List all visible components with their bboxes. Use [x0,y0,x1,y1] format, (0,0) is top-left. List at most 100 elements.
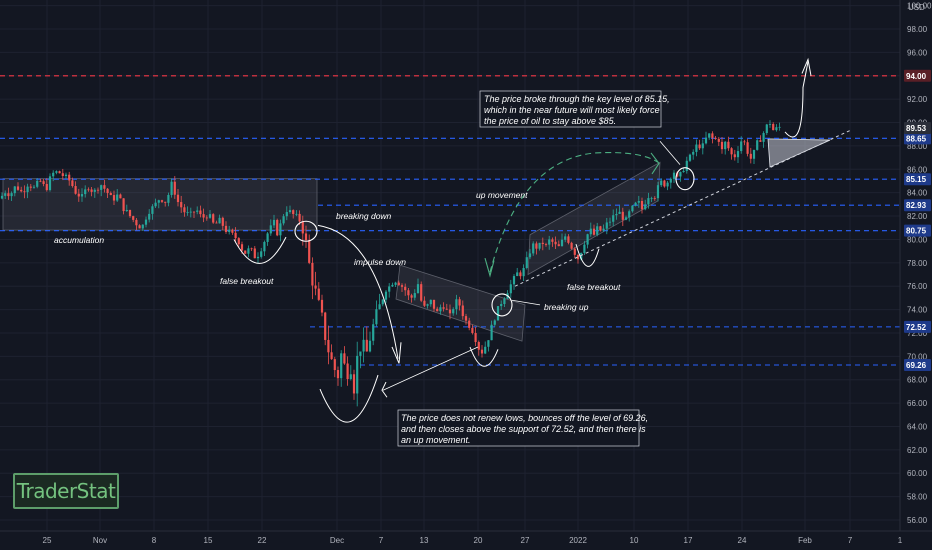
candle-body [208,214,212,218]
projection-arrow [784,61,809,138]
candle-body [560,239,564,247]
candle-body [186,212,189,213]
candle-body [45,183,48,191]
y-tick-label: 72.00 [907,329,928,338]
candle-body [148,213,151,220]
candle-body [320,299,324,313]
candle-body [596,226,599,235]
candle-body [157,200,160,203]
candle-body [695,144,698,152]
candle-body [640,201,644,210]
y-tick-label: 80.00 [907,235,928,244]
candle-body [103,185,106,189]
candle-body [314,285,317,289]
candle-body [36,180,39,187]
price-level-label: 85.15 [906,175,927,184]
candle-body [253,248,256,259]
candle-body [413,293,416,298]
up-movement-arrow [489,152,659,273]
false-breakout-curve-1 [233,236,287,264]
candle-body [352,374,356,394]
candle-body [240,244,244,251]
candle-body [679,172,682,177]
y-tick-label: 76.00 [907,282,928,291]
y-tick-label: 96.00 [907,48,928,57]
candle-body [493,320,496,325]
candle-body [752,149,756,159]
candle-body [16,186,20,190]
y-tick-label: 70.00 [907,352,928,361]
candle-body [333,359,336,371]
y-tick-label: 88.00 [907,142,928,151]
x-tick-label: 7 [848,536,853,545]
candle-body [663,180,666,187]
note-bottom-line: an up movement. [401,435,471,445]
candle-body [580,252,583,260]
x-tick-label: 24 [738,536,747,545]
candle-body [234,232,237,239]
candle-body [183,207,186,213]
y-tick-label: 74.00 [907,306,928,315]
x-tick-label: 2022 [569,536,587,545]
candle-body [39,180,42,182]
x-tick-label: 7 [379,536,384,545]
candle-body [384,291,388,300]
candle-body [20,189,23,192]
y-tick-label: 58.00 [907,493,928,502]
candle-body [500,304,503,307]
candle-body [4,193,7,196]
candle-body [704,137,708,144]
candle-body [0,195,4,199]
price-level-label: 69.26 [906,361,927,370]
candle-body [666,182,669,187]
candle-body [381,299,384,305]
candle-body [660,180,663,186]
candle-body [272,219,276,226]
candle-body [564,236,567,240]
candle-body [615,213,618,216]
candle-body [327,339,330,353]
x-tick-label: 22 [258,536,267,545]
candle-body [112,195,116,201]
candle-body [442,307,445,309]
candle-body [701,143,704,149]
candle-body [87,189,90,191]
x-tick-label: 17 [684,536,693,545]
candle-body [231,229,234,233]
candle-body [26,186,29,193]
candle-body [733,154,736,158]
candle-body [132,216,135,220]
impulse-arrowhead [391,342,402,364]
price-level-tag [904,132,931,145]
candle-body [519,272,522,277]
candle-body [612,215,615,222]
triangle-pattern [767,138,831,168]
candle-body [256,256,260,259]
candle-body [224,225,228,232]
accumulation-zone [2,178,318,231]
candle-body [573,248,576,255]
candle-body [746,142,749,154]
candle-body [304,233,308,241]
candle-body [410,295,413,298]
candle-body [464,316,468,321]
candle-body [237,238,240,245]
candle-body [618,211,621,214]
candle-body [416,284,420,294]
price-level-tag [904,320,931,333]
candle-body [144,219,148,225]
candle-body [650,198,653,199]
candle-body [653,198,656,199]
candle-body [532,243,535,254]
grid-layer [0,0,901,531]
price-level-tag [904,224,931,237]
candle-body [340,353,343,379]
candle-body [512,276,516,285]
candle-body [522,268,525,277]
candle-body [58,171,61,174]
candle-body [301,221,304,234]
candle-body [292,210,295,215]
candle-body [64,174,68,176]
candle-body [548,239,551,245]
candle-layer [0,120,781,407]
